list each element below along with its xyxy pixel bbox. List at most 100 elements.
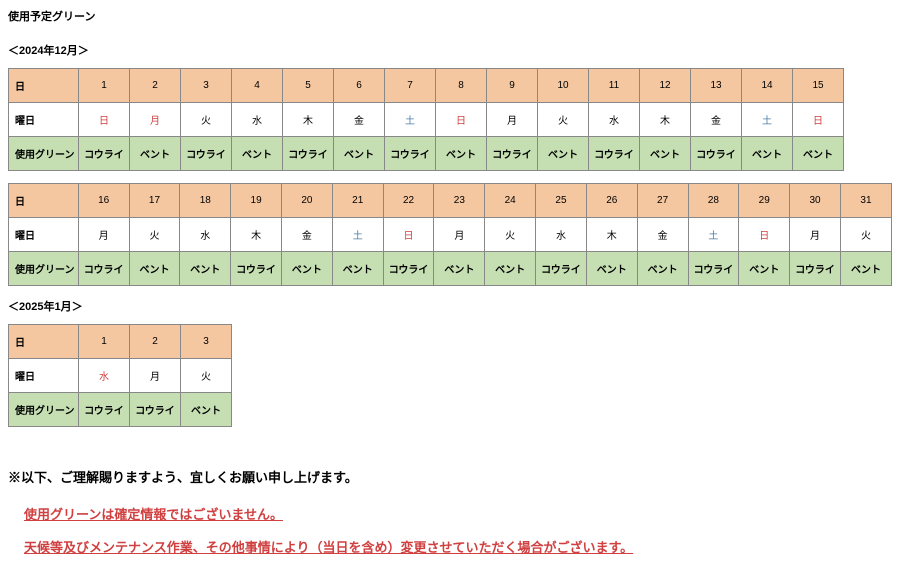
green-cell: コウライ <box>385 137 436 171</box>
date-cell: 3 <box>181 69 232 103</box>
green-cell: ベント <box>742 137 793 171</box>
row-label-green: 使用グリーン <box>9 252 79 286</box>
green-cell: コウライ <box>691 137 742 171</box>
dow-cell: 水 <box>589 103 640 137</box>
row-label-date: 日 <box>9 184 79 218</box>
date-cell: 2 <box>130 325 181 359</box>
dow-cell: 金 <box>282 218 333 252</box>
dow-cell: 木 <box>283 103 334 137</box>
green-cell: コウライ <box>536 252 587 286</box>
green-cell: ベント <box>739 252 790 286</box>
date-cell: 22 <box>383 184 434 218</box>
date-cell: 9 <box>487 69 538 103</box>
date-cell: 24 <box>485 184 536 218</box>
date-cell: 15 <box>793 69 844 103</box>
page-title: 使用予定グリーン <box>8 8 892 24</box>
dow-cell: 月 <box>130 103 181 137</box>
dow-cell: 金 <box>334 103 385 137</box>
date-cell: 18 <box>180 184 231 218</box>
date-cell: 8 <box>436 69 487 103</box>
green-cell: コウライ <box>790 252 841 286</box>
dow-cell: 水 <box>180 218 231 252</box>
date-cell: 28 <box>688 184 739 218</box>
date-cell: 21 <box>332 184 383 218</box>
dow-cell: 木 <box>640 103 691 137</box>
row-label-date: 日 <box>9 69 79 103</box>
dow-cell: 土 <box>688 218 739 252</box>
dow-cell: 日 <box>793 103 844 137</box>
dow-cell: 月 <box>790 218 841 252</box>
dow-cell: 土 <box>332 218 383 252</box>
green-cell: コウライ <box>589 137 640 171</box>
date-cell: 2 <box>130 69 181 103</box>
dow-cell: 火 <box>485 218 536 252</box>
dow-cell: 日 <box>436 103 487 137</box>
date-cell: 4 <box>232 69 283 103</box>
date-cell: 30 <box>790 184 841 218</box>
green-cell: ベント <box>637 252 688 286</box>
dow-cell: 火 <box>181 359 232 393</box>
date-cell: 31 <box>840 184 891 218</box>
dow-cell: 土 <box>385 103 436 137</box>
dow-cell: 土 <box>742 103 793 137</box>
dow-cell: 月 <box>78 218 129 252</box>
green-cell: コウライ <box>383 252 434 286</box>
green-cell: コウライ <box>688 252 739 286</box>
date-cell: 6 <box>334 69 385 103</box>
dow-cell: 水 <box>536 218 587 252</box>
row-label-dow: 曜日 <box>9 359 79 393</box>
green-cell: ベント <box>640 137 691 171</box>
green-cell: ベント <box>840 252 891 286</box>
green-cell: ベント <box>332 252 383 286</box>
dow-cell: 水 <box>232 103 283 137</box>
row-label-green: 使用グリーン <box>9 137 79 171</box>
warning-line-2: 天候等及びメンテナンス作業、その他事情により（当日を含め）変更させていただく場合… <box>24 537 892 556</box>
date-cell: 19 <box>231 184 282 218</box>
dow-cell: 月 <box>487 103 538 137</box>
date-cell: 11 <box>589 69 640 103</box>
dow-cell: 水 <box>79 359 130 393</box>
green-cell: ベント <box>586 252 637 286</box>
month-label: ＜2024年12月＞ <box>8 42 892 58</box>
dow-cell: 月 <box>434 218 485 252</box>
green-cell: ベント <box>232 137 283 171</box>
green-cell: ベント <box>181 393 232 427</box>
green-cell: ベント <box>282 252 333 286</box>
dow-cell: 火 <box>538 103 589 137</box>
date-cell: 26 <box>586 184 637 218</box>
date-cell: 29 <box>739 184 790 218</box>
dow-cell: 金 <box>637 218 688 252</box>
date-cell: 13 <box>691 69 742 103</box>
green-cell: ベント <box>434 252 485 286</box>
dow-cell: 日 <box>79 103 130 137</box>
green-cell: ベント <box>485 252 536 286</box>
date-cell: 14 <box>742 69 793 103</box>
date-cell: 1 <box>79 69 130 103</box>
date-cell: 1 <box>79 325 130 359</box>
date-cell: 3 <box>181 325 232 359</box>
date-cell: 23 <box>434 184 485 218</box>
months-container: ＜2024年12月＞日123456789101112131415曜日日月火水木金… <box>8 42 892 427</box>
green-cell: コウライ <box>283 137 334 171</box>
green-cell: ベント <box>129 252 180 286</box>
dow-cell: 木 <box>586 218 637 252</box>
green-cell: ベント <box>436 137 487 171</box>
dow-cell: 日 <box>383 218 434 252</box>
date-cell: 25 <box>536 184 587 218</box>
green-schedule-table: 日123456789101112131415曜日日月火水木金土日月火水木金土日使… <box>8 68 844 171</box>
green-cell: ベント <box>793 137 844 171</box>
date-cell: 12 <box>640 69 691 103</box>
row-label-dow: 曜日 <box>9 103 79 137</box>
dow-cell: 火 <box>129 218 180 252</box>
green-cell: コウライ <box>487 137 538 171</box>
month-label: ＜2025年1月＞ <box>8 298 892 314</box>
green-cell: コウライ <box>130 393 181 427</box>
dow-cell: 火 <box>181 103 232 137</box>
date-cell: 16 <box>78 184 129 218</box>
row-label-dow: 曜日 <box>9 218 79 252</box>
dow-cell: 木 <box>231 218 282 252</box>
dow-cell: 火 <box>840 218 891 252</box>
date-cell: 20 <box>282 184 333 218</box>
green-cell: コウライ <box>181 137 232 171</box>
date-cell: 10 <box>538 69 589 103</box>
